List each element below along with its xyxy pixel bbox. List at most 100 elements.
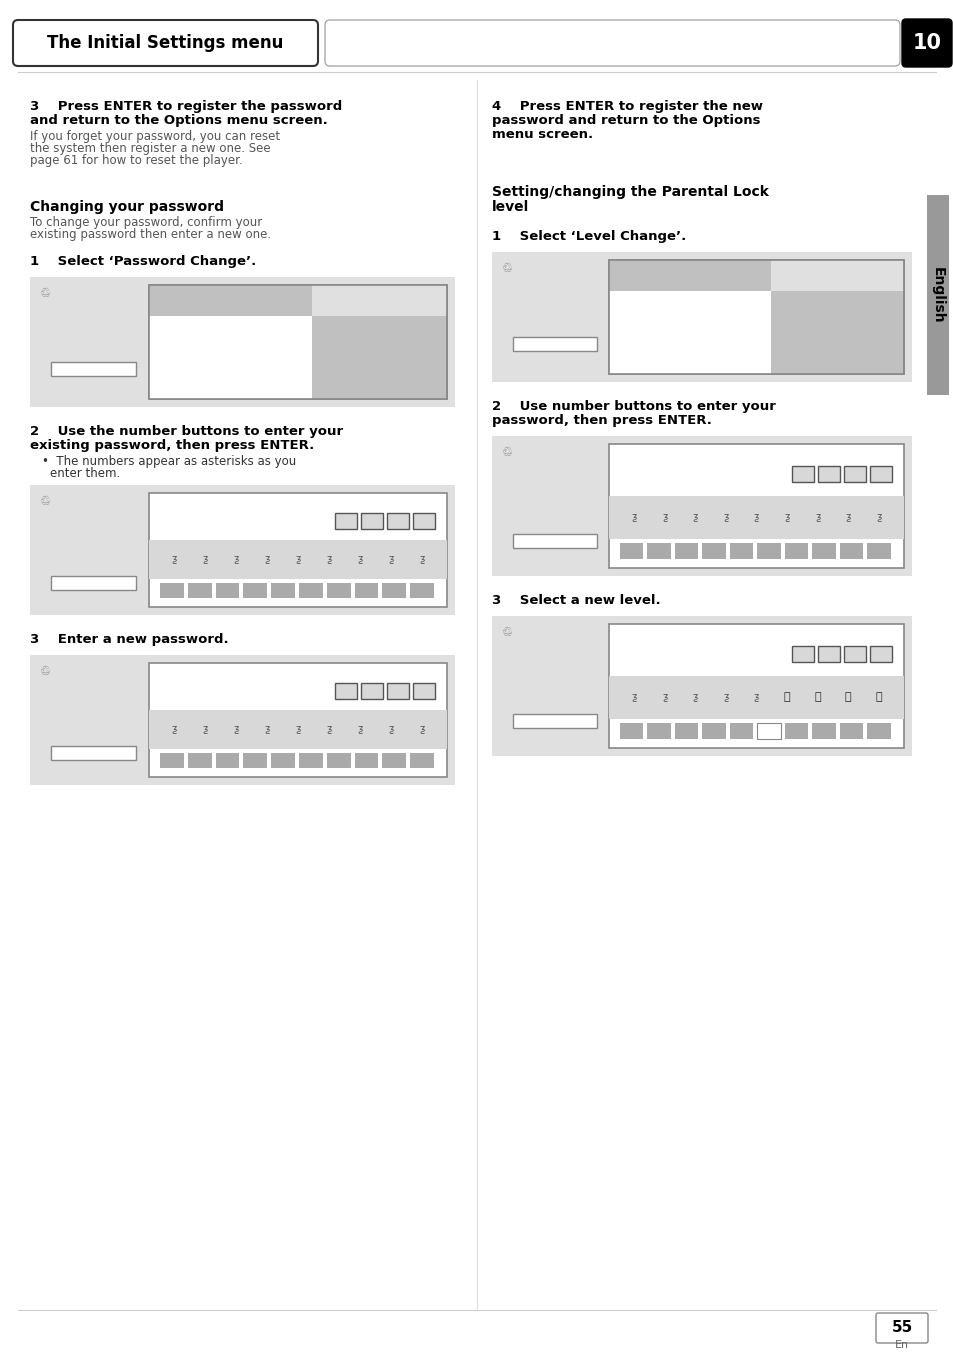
Text: En: En xyxy=(894,1340,908,1351)
Bar xyxy=(757,723,781,740)
Bar xyxy=(298,583,322,598)
Bar xyxy=(675,723,698,740)
Bar xyxy=(413,683,435,699)
Text: menu screen.: menu screen. xyxy=(492,128,593,141)
Bar xyxy=(410,753,434,768)
Text: ⚿: ⚿ xyxy=(844,692,851,703)
Bar xyxy=(791,466,813,483)
Text: ƺ: ƺ xyxy=(356,725,362,734)
Text: The Initial Settings menu: The Initial Settings menu xyxy=(47,34,283,51)
Bar xyxy=(243,583,267,598)
Bar xyxy=(926,195,948,395)
Bar xyxy=(608,260,903,291)
Bar xyxy=(312,316,446,399)
Text: ♲: ♲ xyxy=(501,262,513,274)
Bar xyxy=(840,544,862,558)
Bar xyxy=(410,583,434,598)
Text: ƺ: ƺ xyxy=(753,692,759,703)
Bar xyxy=(729,544,753,558)
Bar xyxy=(784,544,807,558)
FancyBboxPatch shape xyxy=(901,19,951,68)
Bar xyxy=(812,544,835,558)
Text: ƺ: ƺ xyxy=(692,692,698,703)
Bar xyxy=(355,583,378,598)
Text: 3    Press ENTER to register the password: 3 Press ENTER to register the password xyxy=(30,100,342,114)
Text: ♲: ♲ xyxy=(501,626,513,639)
Bar xyxy=(51,362,136,376)
Bar xyxy=(382,583,406,598)
Bar xyxy=(869,646,891,662)
Bar xyxy=(513,714,597,727)
Text: ƺ: ƺ xyxy=(388,554,393,565)
Bar xyxy=(869,466,891,483)
Bar xyxy=(770,291,902,375)
Text: ƺ: ƺ xyxy=(295,554,300,565)
Bar xyxy=(298,753,322,768)
Text: 1    Select ‘Password Change’.: 1 Select ‘Password Change’. xyxy=(30,256,256,268)
Text: existing password then enter a new one.: existing password then enter a new one. xyxy=(30,228,271,241)
Bar xyxy=(335,683,356,699)
Text: ƺ: ƺ xyxy=(844,512,850,522)
Bar xyxy=(243,753,267,768)
Bar xyxy=(866,723,890,740)
Text: ♲: ♲ xyxy=(501,446,513,458)
Bar xyxy=(701,544,725,558)
Bar xyxy=(619,723,643,740)
Bar xyxy=(149,316,312,399)
Bar xyxy=(30,277,455,407)
Bar xyxy=(513,337,597,352)
Text: 55: 55 xyxy=(890,1321,912,1336)
Text: ƺ: ƺ xyxy=(722,512,728,522)
Text: ƺ: ƺ xyxy=(722,692,728,703)
Bar xyxy=(492,251,911,383)
Text: ⚿: ⚿ xyxy=(814,692,821,703)
Text: ƺ: ƺ xyxy=(203,725,208,734)
Text: ƺ: ƺ xyxy=(264,554,270,565)
Bar xyxy=(866,544,890,558)
Text: ƺ: ƺ xyxy=(814,512,820,522)
Bar xyxy=(51,576,136,589)
Bar xyxy=(757,544,781,558)
Bar xyxy=(215,753,239,768)
Bar xyxy=(149,539,447,579)
Bar xyxy=(335,512,356,529)
Text: ƺ: ƺ xyxy=(326,554,331,565)
Bar xyxy=(513,534,597,548)
Text: ƺ: ƺ xyxy=(295,725,300,734)
Bar xyxy=(608,260,903,375)
Bar xyxy=(843,646,865,662)
FancyBboxPatch shape xyxy=(875,1313,927,1343)
Text: ƺ: ƺ xyxy=(875,512,881,522)
Text: and return to the Options menu screen.: and return to the Options menu screen. xyxy=(30,114,328,127)
Text: ƺ: ƺ xyxy=(418,554,424,565)
Bar xyxy=(817,466,840,483)
Bar xyxy=(271,583,294,598)
Text: ƺ: ƺ xyxy=(692,512,698,522)
Text: page 61 for how to reset the player.: page 61 for how to reset the player. xyxy=(30,154,242,168)
Text: 3    Select a new level.: 3 Select a new level. xyxy=(492,594,659,607)
Bar xyxy=(817,646,840,662)
Bar xyxy=(608,496,903,539)
Bar xyxy=(360,512,382,529)
Bar xyxy=(160,583,184,598)
Bar xyxy=(784,723,807,740)
Bar xyxy=(492,435,911,576)
Bar xyxy=(843,466,865,483)
Text: ƺ: ƺ xyxy=(264,725,270,734)
Bar xyxy=(608,291,770,375)
Bar xyxy=(840,723,862,740)
Bar xyxy=(608,625,903,748)
Bar xyxy=(492,617,911,756)
Text: ƺ: ƺ xyxy=(326,725,331,734)
Text: ⚿: ⚿ xyxy=(875,692,882,703)
Bar xyxy=(149,285,447,399)
Bar xyxy=(271,753,294,768)
Text: 3    Enter a new password.: 3 Enter a new password. xyxy=(30,633,229,646)
Text: 4    Press ENTER to register the new: 4 Press ENTER to register the new xyxy=(492,100,762,114)
Bar xyxy=(382,753,406,768)
Text: enter them.: enter them. xyxy=(50,466,120,480)
Text: ♲: ♲ xyxy=(40,665,51,677)
Text: 2    Use the number buttons to enter your: 2 Use the number buttons to enter your xyxy=(30,425,343,438)
Bar xyxy=(312,285,446,316)
Text: password and return to the Options: password and return to the Options xyxy=(492,114,760,127)
